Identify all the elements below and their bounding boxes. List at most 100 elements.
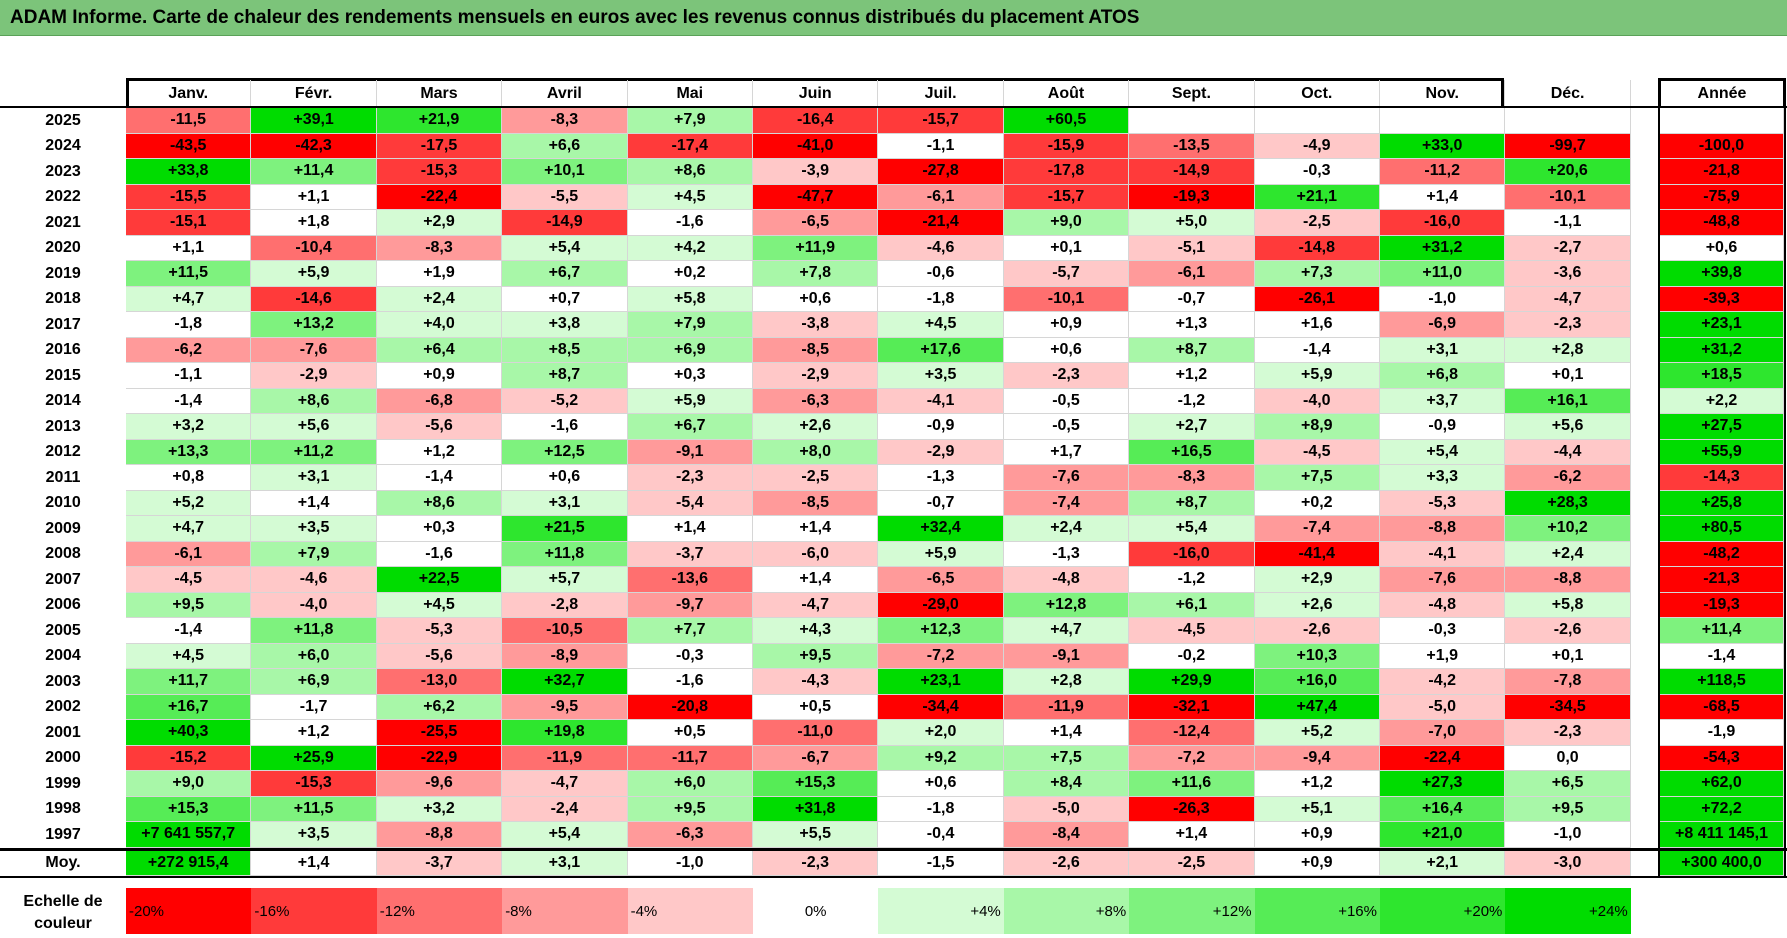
year-total-cell: -21,3: [1660, 567, 1784, 593]
heatmap-cell: -2,5: [1129, 850, 1255, 876]
heatmap-cell: +5,1: [1254, 796, 1380, 822]
heatmap-cell: +0,6: [1003, 337, 1130, 363]
month-header: Févr.: [251, 80, 377, 108]
heatmap-cell: -22,4: [376, 184, 503, 210]
heatmap-cell: +28,3: [1505, 490, 1631, 516]
heatmap-cell: -7,2: [1129, 745, 1255, 771]
heatmap-cell: +5,4: [502, 822, 628, 848]
heatmap-cell: -2,6: [1254, 618, 1380, 644]
legend-swatch: +4%: [878, 888, 1004, 934]
heatmap-cell: -7,0: [1380, 720, 1506, 746]
heatmap-cell: +8,6: [376, 490, 503, 516]
legend-swatch: -8%: [502, 888, 628, 934]
heatmap-cell: +5,4: [1380, 439, 1506, 465]
heatmap-cell: -4,6: [878, 235, 1004, 261]
year-total-cell: +39,8: [1660, 261, 1784, 287]
heatmap-cell: -1,8: [126, 312, 252, 338]
heatmap-cell: -16,0: [1380, 210, 1506, 236]
heatmap-cell: +2,0: [878, 720, 1004, 746]
heatmap-cell: -0,5: [1003, 414, 1130, 440]
heatmap-cell: +9,0: [126, 771, 252, 797]
heatmap-cell: +6,9: [627, 337, 753, 363]
heatmap-cell: -0,6: [878, 261, 1004, 287]
month-header: Déc.: [1505, 80, 1631, 108]
heatmap-cell: -0,7: [1129, 286, 1255, 312]
heatmap-cell: +8,4: [1003, 771, 1130, 797]
heatmap-cell: +32,4: [878, 516, 1004, 542]
heatmap-cell: +3,1: [251, 465, 377, 491]
heatmap-cell: +0,6: [878, 771, 1004, 797]
heatmap-cell: +5,5: [753, 822, 879, 848]
heatmap-cell: -0,3: [1254, 159, 1380, 185]
heatmap-cell: +0,2: [627, 261, 753, 287]
heatmap-cell: +5,6: [1505, 414, 1631, 440]
month-header: Avril: [502, 80, 628, 108]
heatmap-cell: -0,9: [878, 414, 1004, 440]
heatmap-cell: -9,7: [627, 592, 753, 618]
heatmap-cell: +5,2: [1254, 720, 1380, 746]
heatmap-cell: -34,4: [878, 694, 1004, 720]
heatmap-cell: [1129, 108, 1255, 134]
heatmap-cell: +6,0: [627, 771, 753, 797]
legend-step-label: +20%: [1463, 902, 1503, 920]
heatmap-cell: -22,4: [1380, 745, 1506, 771]
heatmap-cell: +1,7: [1003, 439, 1130, 465]
year-label: 2014: [45, 392, 81, 410]
heatmap-cell: -5,5: [502, 184, 628, 210]
month-header: Mars: [377, 80, 503, 108]
legend-swatch: +16%: [1254, 888, 1380, 934]
heatmap-cell: -17,5: [376, 133, 503, 159]
month-header: Sept.: [1129, 80, 1255, 108]
heatmap-cell: +7 641 557,7: [126, 822, 252, 848]
year-label: 2003: [45, 672, 81, 690]
year-total-cell: +8 411 145,1: [1660, 822, 1784, 848]
heatmap-cell: -3,9: [753, 159, 879, 185]
heatmap-cell: -13,0: [376, 669, 503, 695]
heatmap-cell: -6,0: [753, 541, 879, 567]
heatmap-cell: -6,8: [376, 388, 503, 414]
heatmap-cell: +0,7: [502, 286, 628, 312]
heatmap-cell: -1,8: [878, 286, 1004, 312]
year-label: 2001: [45, 723, 81, 741]
heatmap-cell: +16,1: [1505, 388, 1631, 414]
heatmap-cell: -4,5: [1254, 439, 1380, 465]
heatmap-cell: -6,1: [126, 541, 252, 567]
heatmap-cell: -3,6: [1505, 261, 1631, 287]
heatmap-cell: -1,0: [1505, 822, 1631, 848]
heatmap-cell: +4,3: [753, 618, 879, 644]
heatmap-cell: -4,8: [1380, 592, 1506, 618]
heatmap-cell: +2,6: [1254, 592, 1380, 618]
heatmap-cell: -4,5: [126, 567, 252, 593]
heatmap-cell: +2,8: [1003, 669, 1130, 695]
heatmap-cell: +0,3: [376, 516, 503, 542]
heatmap-cell: -1,6: [502, 414, 628, 440]
year-label: 2020: [45, 239, 81, 257]
heatmap-cell: +1,4: [753, 516, 879, 542]
legend-swatch: -20%: [126, 888, 252, 934]
heatmap-cell: -15,2: [126, 745, 252, 771]
heatmap-cell: -22,9: [376, 745, 503, 771]
heatmap-cell: +0,1: [1505, 363, 1631, 389]
legend-step-label: +24%: [1588, 902, 1628, 920]
year-total-cell: +31,2: [1660, 337, 1784, 363]
heatmap-cell: -2,6: [1003, 850, 1130, 876]
heatmap-cell: -15,5: [126, 184, 252, 210]
heatmap-cell: +1,2: [1254, 771, 1380, 797]
heatmap-cell: -0,5: [1003, 388, 1130, 414]
heatmap-cell: -26,3: [1129, 796, 1255, 822]
heatmap-cell: -2,6: [1505, 618, 1631, 644]
heatmap-cell: -11,7: [627, 745, 753, 771]
heatmap-cell: -0,2: [1129, 643, 1255, 669]
heatmap-cell: +0,1: [1003, 235, 1130, 261]
month-header: Août: [1004, 80, 1130, 108]
heatmap-cell: -6,5: [878, 567, 1004, 593]
heatmap-cell: +11,4: [251, 159, 377, 185]
heatmap-cell: +11,6: [1129, 771, 1255, 797]
heatmap-cell: +1,4: [1380, 184, 1506, 210]
year-label: 2021: [45, 213, 81, 231]
heatmap-cell: -8,3: [502, 108, 628, 134]
heatmap-cell: -43,5: [126, 133, 252, 159]
heatmap-cell: +3,5: [878, 363, 1004, 389]
heatmap-cell: +1,1: [251, 184, 377, 210]
heatmap-cell: -2,9: [753, 363, 879, 389]
